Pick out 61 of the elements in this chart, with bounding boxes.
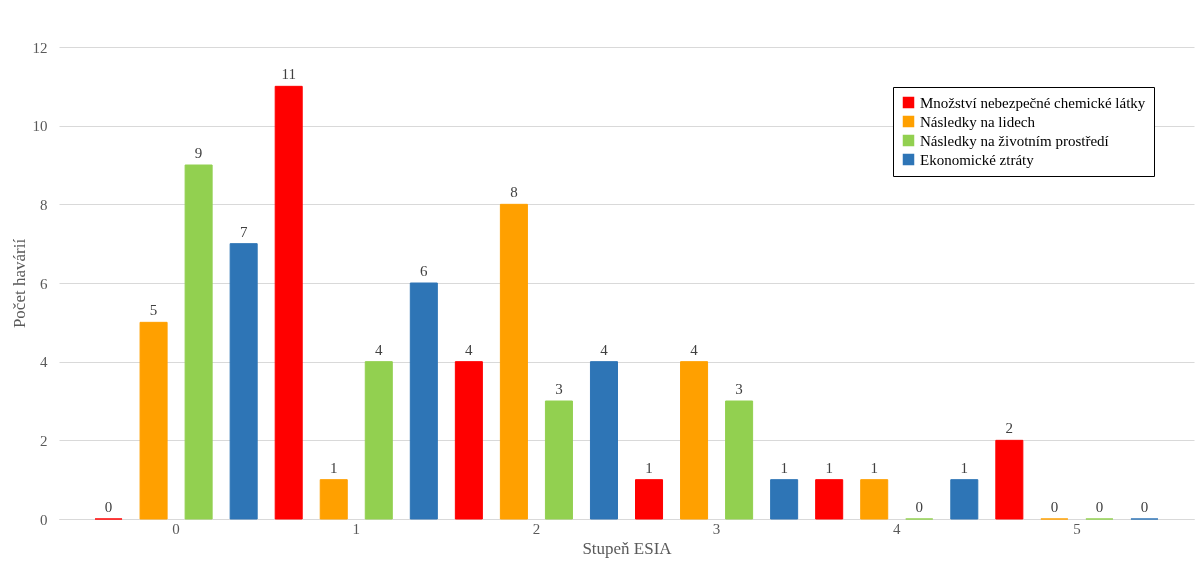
data-label: 11: [281, 66, 296, 83]
bar: [229, 243, 258, 520]
y-tick-label: 6: [40, 275, 48, 292]
data-label: 1: [780, 459, 788, 476]
x-axis-title: Stupeň ESIA: [582, 538, 673, 558]
legend-label: Množství nebezpečné chemické látky: [920, 94, 1146, 111]
data-label: 1: [329, 459, 338, 476]
data-label: 1: [645, 459, 653, 476]
bar: [409, 282, 438, 520]
bar: [589, 361, 618, 520]
data-label: 9: [194, 145, 203, 161]
bar: [274, 85, 303, 520]
bar: [139, 321, 168, 520]
data-label: 6: [420, 263, 429, 279]
data-label: 1: [960, 459, 969, 476]
bar: [725, 400, 754, 520]
bar: [860, 479, 889, 520]
data-label: 4: [690, 341, 699, 358]
x-tick-label: 0: [172, 520, 180, 537]
data-label: 1: [825, 459, 833, 476]
y-tick-label: 10: [32, 118, 48, 135]
bar: [319, 479, 348, 520]
x-tick-label: 4: [892, 520, 901, 537]
data-label: 0: [104, 499, 113, 515]
data-label: 7: [239, 223, 248, 240]
y-tick-label: 12: [32, 39, 48, 56]
x-tick-label: 1: [352, 520, 361, 537]
data-label: 3: [735, 381, 743, 397]
legend-label: Ekonomické ztráty: [920, 151, 1035, 168]
legend-label: Následky na lidech: [920, 113, 1036, 130]
y-tick-label: 4: [40, 354, 48, 371]
x-tick-label: 3: [712, 520, 721, 537]
data-label: 5: [149, 302, 158, 319]
x-tick-label: 5: [1073, 520, 1081, 537]
bar: [544, 400, 573, 520]
y-axis-title: Počet havárií: [9, 238, 29, 329]
y-tick-label: 2: [40, 432, 48, 449]
bar: [454, 361, 483, 520]
data-label: 4: [465, 341, 474, 358]
bar: [499, 203, 528, 520]
bar: [635, 479, 664, 520]
data-label: 4: [600, 341, 609, 358]
bar: [995, 439, 1024, 520]
data-label: 0: [1050, 499, 1059, 515]
data-label: 0: [915, 499, 924, 515]
bar: [680, 361, 709, 520]
x-tick-label: 2: [532, 520, 541, 537]
data-label: 2: [1005, 420, 1014, 437]
bar: [770, 479, 799, 520]
bar: [815, 479, 844, 520]
bar: [364, 361, 393, 520]
data-label: 0: [1095, 499, 1104, 515]
bar: [184, 164, 213, 520]
y-tick-label: 8: [40, 196, 48, 213]
data-label: 3: [555, 381, 563, 397]
bar: [950, 479, 979, 520]
data-label: 4: [375, 341, 384, 358]
legend-label: Následky na životním prostředí: [920, 132, 1109, 149]
data-label: 8: [510, 184, 518, 201]
data-label: 0: [1140, 499, 1149, 515]
data-label: 1: [870, 459, 878, 476]
